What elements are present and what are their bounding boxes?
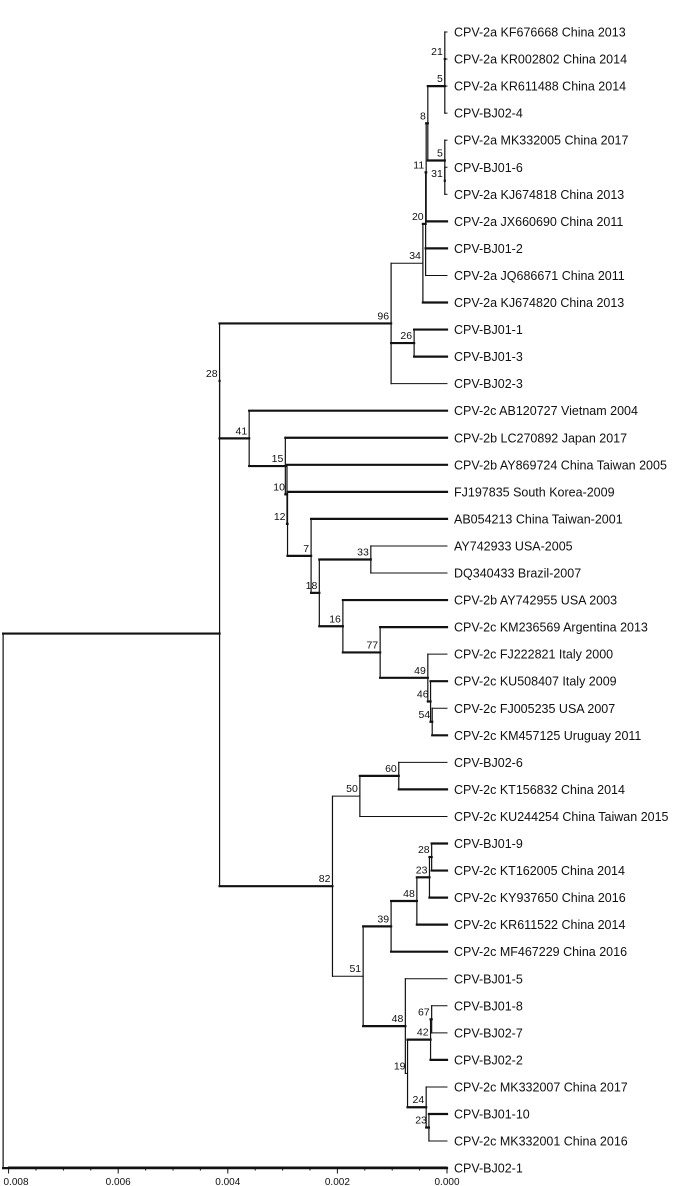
taxon-label: CPV-2b LC270892 Japan 2017 <box>454 431 627 445</box>
bootstrap-value: 19 <box>394 1060 406 1072</box>
taxon-label: CPV-2c KY937650 China 2016 <box>454 891 626 905</box>
tree-branches <box>2 31 449 1170</box>
bootstrap-value: 48 <box>403 888 415 900</box>
taxon-label: CPV-BJ01-2 <box>454 242 523 256</box>
bootstrap-value: 77 <box>366 639 378 651</box>
bootstrap-value: 11 <box>413 159 424 171</box>
bootstrap-value: 28 <box>418 844 430 856</box>
taxon-label: CPV-2a KJ674820 China 2013 <box>454 296 624 310</box>
taxon-label: CPV-BJ01-1 <box>454 323 523 337</box>
taxon-label: CPV-BJ02-2 <box>454 1053 523 1067</box>
taxon-label: FJ197835 South Korea-2009 <box>454 485 615 499</box>
bootstrap-value: 60 <box>385 763 397 775</box>
bootstrap-value: 18 <box>306 580 318 592</box>
taxon-label: CPV-BJ01-10 <box>454 1108 530 1122</box>
taxon-label: CPV-2a KJ674818 China 2013 <box>454 188 624 202</box>
taxon-label: CPV-2a JX660690 China 2011 <box>454 215 623 229</box>
taxon-label: AB054213 China Taiwan-2001 <box>454 512 623 526</box>
bootstrap-value: 5 <box>437 147 443 159</box>
bootstrap-value: 51 <box>349 963 361 975</box>
taxon-label: CPV-2c KR611522 China 2014 <box>454 918 625 932</box>
taxon-label: CPV-2a KR002802 China 2014 <box>454 53 627 67</box>
taxon-label: CPV-BJ02-6 <box>454 756 523 770</box>
axis-tick-label: 0.006 <box>106 1177 131 1186</box>
taxon-label: CPV-2c KU244254 China Taiwan 2015 <box>454 810 669 824</box>
taxon-label: CPV-BJ02-1 <box>454 1162 523 1176</box>
taxon-label: CPV-2a JQ686671 China 2011 <box>454 269 625 283</box>
taxon-label: CPV-2c MK332001 China 2016 <box>454 1135 628 1149</box>
taxon-label: CPV-2c KM457125 Uruguay 2011 <box>454 729 641 743</box>
bootstrap-value: 7 <box>303 543 309 555</box>
axis-tick-label: 0.004 <box>215 1177 240 1186</box>
taxon-label: CPV-2b AY869724 China Taiwan 2005 <box>454 458 667 472</box>
bootstrap-value: 23 <box>415 1115 427 1127</box>
bootstrap-value: 46 <box>417 688 429 700</box>
bootstrap-value: 48 <box>392 1013 404 1025</box>
tip-labels: CPV-2a KF676668 China 2013 CPV-2a KR00280… <box>454 26 669 1176</box>
taxon-label: CPV-2c AB120727 Vietnam 2004 <box>454 404 638 418</box>
axis-tick-label: 0.002 <box>325 1177 350 1186</box>
bootstrap-value: 49 <box>414 665 426 677</box>
taxon-label: CPV-BJ02-7 <box>454 1026 523 1040</box>
taxon-label: CPV-2c KM236569 Argentina 2013 <box>454 621 648 635</box>
taxon-label: CPV-2b AY742955 USA 2003 <box>454 594 617 608</box>
bootstrap-value: 8 <box>420 110 426 122</box>
taxon-label: CPV-BJ01-9 <box>454 837 523 851</box>
taxon-label: CPV-BJ01-8 <box>454 999 523 1013</box>
taxon-label: CPV-2c KU508407 Italy 2009 <box>454 675 617 689</box>
axis-tick-label: 0.000 <box>434 1177 459 1186</box>
bootstrap-value: 10 <box>273 481 285 493</box>
bootstrap-value: 33 <box>357 546 369 558</box>
bootstrap-value: 21 <box>431 46 443 58</box>
axis-tick-label: 0.008 <box>3 1177 28 1186</box>
taxon-label: CPV-2c MK332007 China 2017 <box>454 1080 628 1094</box>
bootstrap-value: 24 <box>412 1094 424 1106</box>
bootstrap-value: 28 <box>206 368 218 380</box>
bootstrap-values: 21 5 31 5 8 11 20 34 26 96 33 54 46 49 77 16 18 7 12 10 15 41… <box>206 46 443 1126</box>
taxon-label: CPV-2c KT162005 China 2014 <box>454 864 625 878</box>
taxon-label: CPV-2a KR611488 China 2014 <box>454 80 626 94</box>
taxon-label: CPV-2c MF467229 China 2016 <box>454 945 627 959</box>
taxon-label: CPV-BJ02-4 <box>454 107 523 121</box>
bootstrap-value: 41 <box>235 425 247 437</box>
bootstrap-value: 54 <box>419 709 431 721</box>
taxon-label: CPV-BJ01-5 <box>454 972 523 986</box>
bootstrap-value: 12 <box>274 511 286 523</box>
taxon-label: DQ340433 Brazil-2007 <box>454 567 581 581</box>
bootstrap-value: 5 <box>437 73 443 85</box>
bootstrap-value: 16 <box>329 613 341 625</box>
taxon-label: CPV-2c FJ005235 USA 2007 <box>454 702 615 716</box>
bootstrap-value: 96 <box>377 310 389 322</box>
taxon-label: CPV-2a MK332005 China 2017 <box>454 134 628 148</box>
taxon-label: CPV-2c FJ222821 Italy 2000 <box>454 648 613 662</box>
bootstrap-value: 39 <box>377 913 389 925</box>
bootstrap-value: 67 <box>418 1006 430 1018</box>
taxon-label: CPV-BJ01-3 <box>454 350 523 364</box>
taxon-label: CPV-BJ02-3 <box>454 377 523 391</box>
bootstrap-value: 34 <box>409 250 421 262</box>
bootstrap-value: 26 <box>400 330 412 342</box>
taxon-label: AY742933 USA-2005 <box>454 539 573 553</box>
bootstrap-value: 31 <box>431 168 443 180</box>
taxon-label: CPV-2c KT156832 China 2014 <box>454 783 625 797</box>
bootstrap-value: 20 <box>412 211 424 223</box>
taxon-label: CPV-BJ01-6 <box>454 161 523 175</box>
bootstrap-value: 50 <box>346 783 358 795</box>
bootstrap-value: 15 <box>272 453 284 465</box>
bootstrap-value: 42 <box>417 1027 429 1039</box>
bootstrap-value: 23 <box>416 864 428 876</box>
distance-axis: 0.008 0.006 0.004 0.002 0.000 <box>3 1166 460 1186</box>
bootstrap-value: 82 <box>319 873 331 885</box>
taxon-label: CPV-2a KF676668 China 2013 <box>454 26 626 40</box>
